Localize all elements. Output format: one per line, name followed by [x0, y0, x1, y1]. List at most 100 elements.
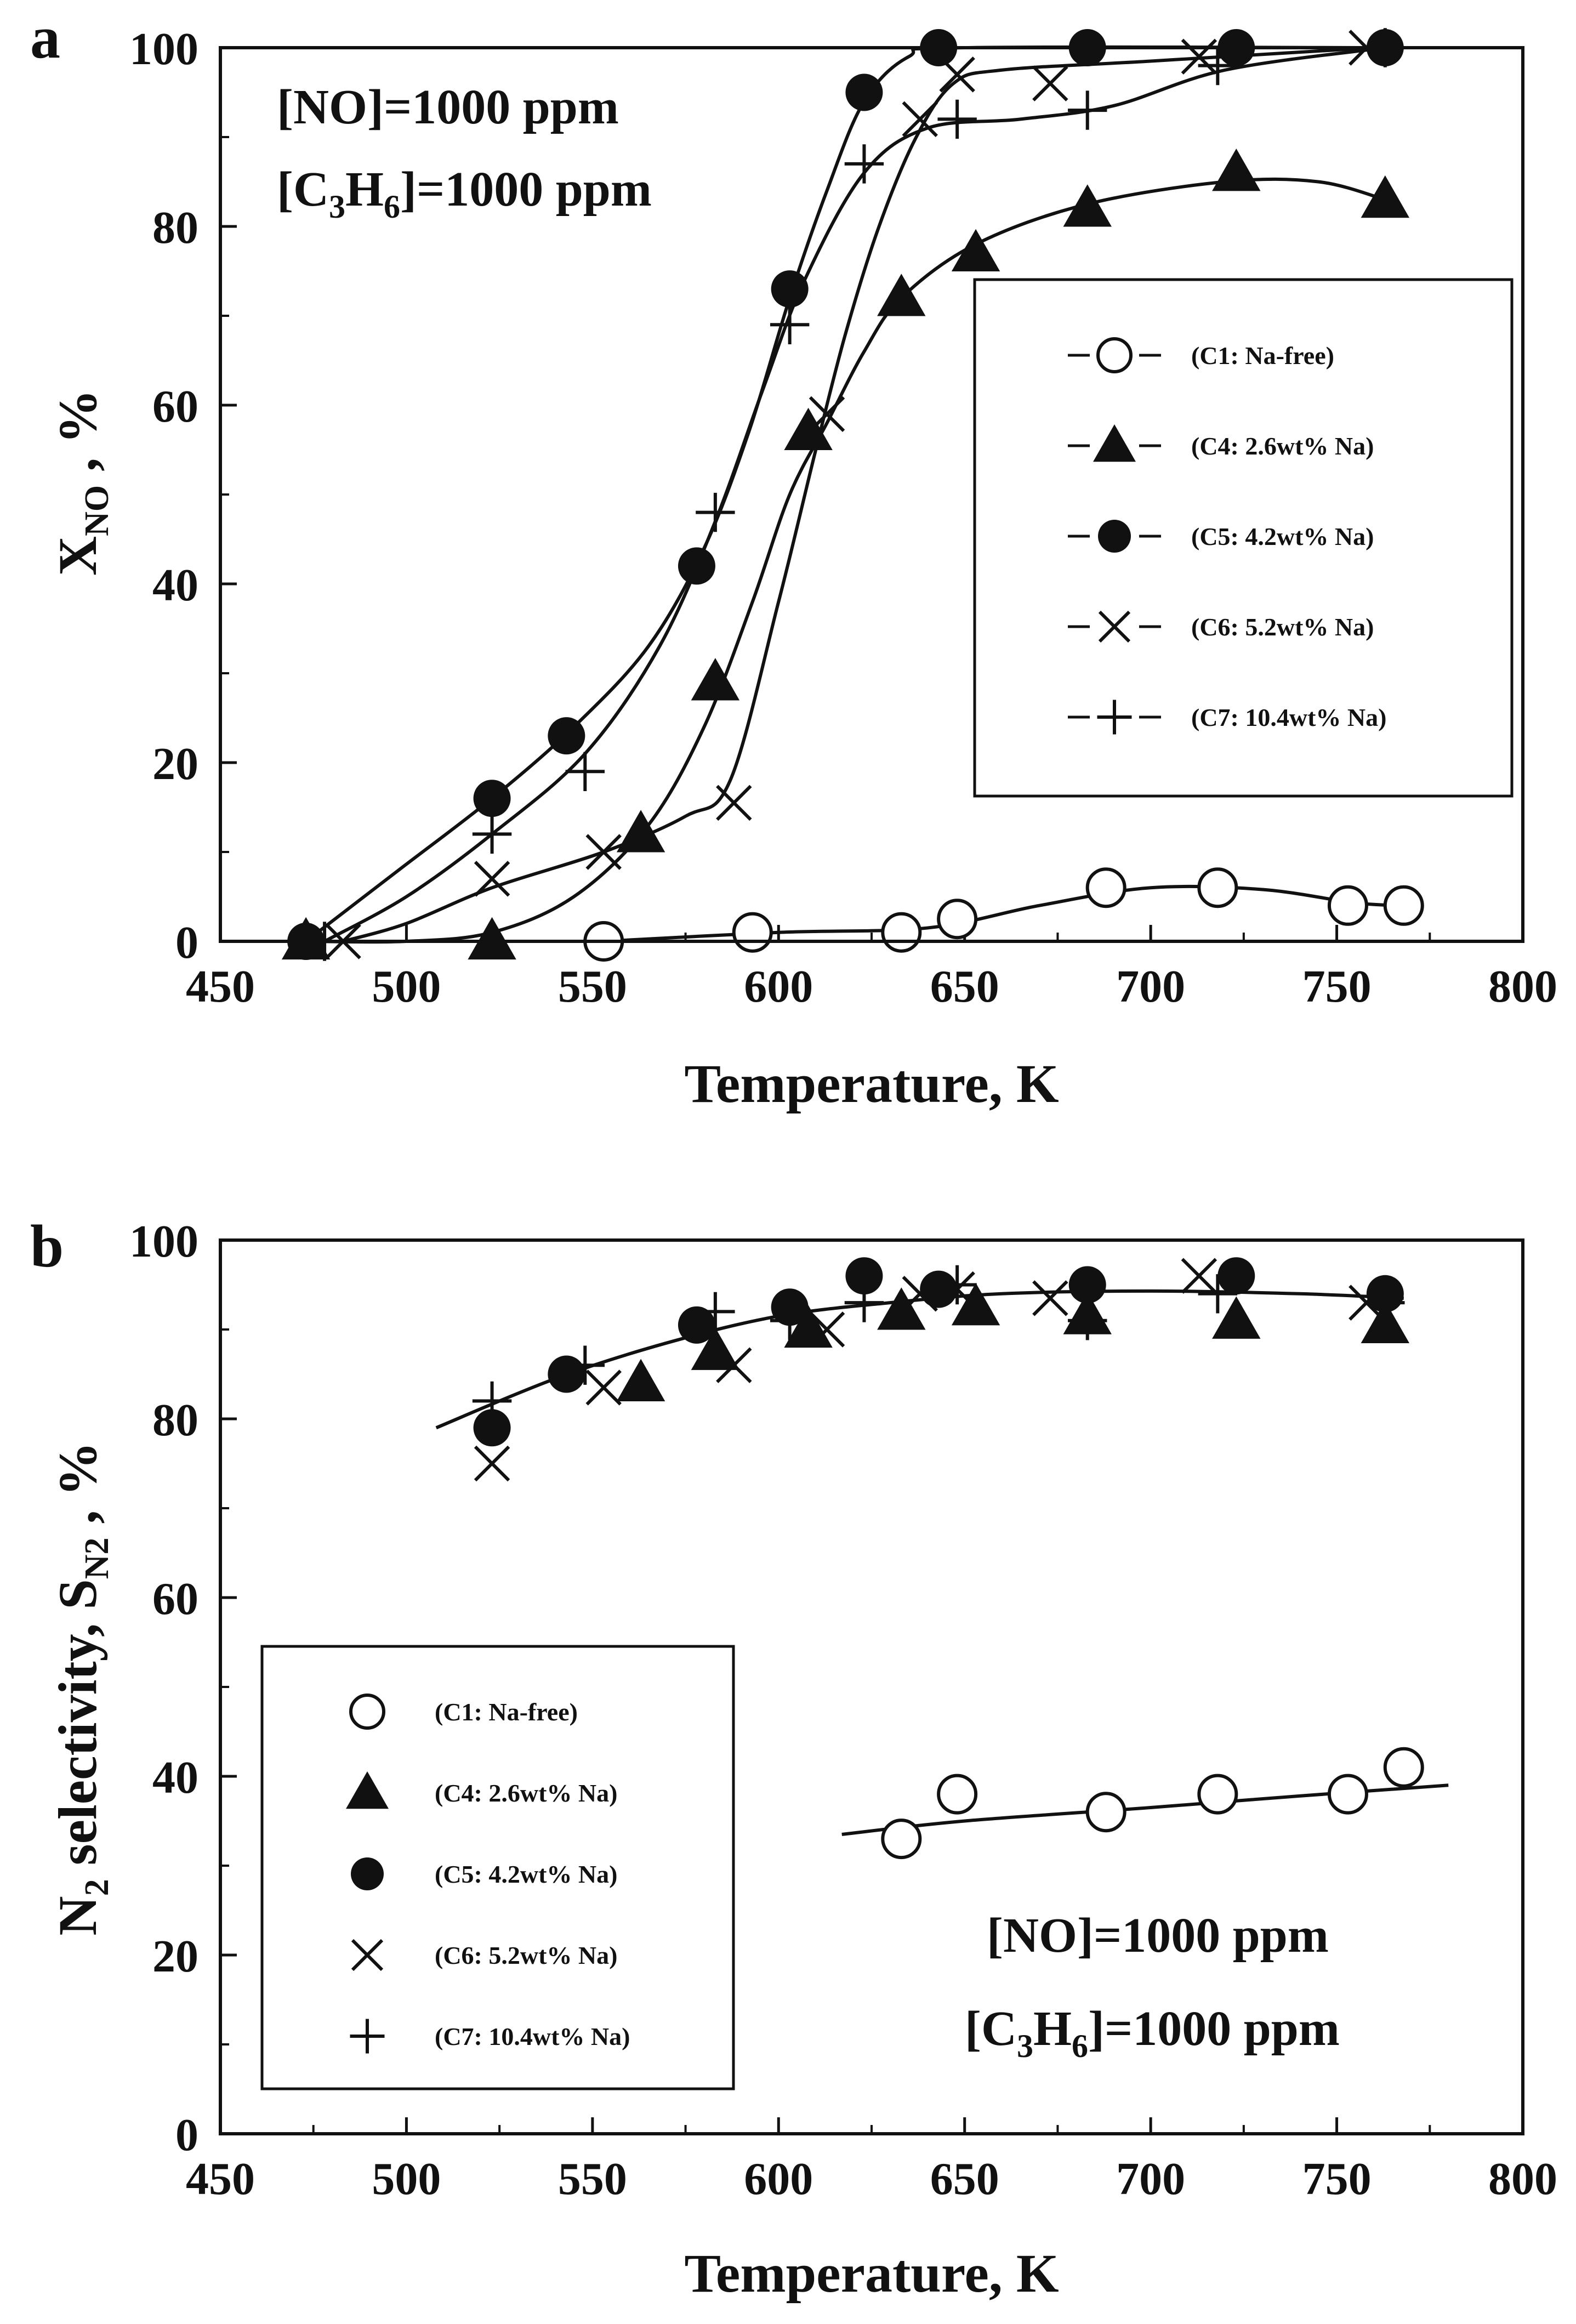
b-legend-marker-c6-5-2wt-na [351, 1939, 384, 1971]
a-curve-c4-2-6wt-na [306, 177, 1386, 944]
panel-b-marks [472, 1257, 1424, 1860]
b-point-c4-2-6wt-na [877, 1287, 926, 1330]
panel-a-y-tick-labels: 0 20 40 60 80 100 [129, 24, 198, 968]
a-x-tick-label-800: 800 [1488, 961, 1557, 1012]
a-point-c5-4-2wt-na [771, 270, 809, 308]
a-curve-c7-10-4wt-na [323, 46, 1386, 943]
panel-b-y-axis-label: N2 selectivity, SN2 , % [47, 1441, 116, 1935]
a-point-c6-5-2wt-na [716, 785, 752, 821]
a-point-c7-10-4wt-na [844, 144, 884, 184]
a-legend-label: (C5: 4.2wt% Na) [1191, 522, 1374, 550]
b-point-c1-na-free [1383, 1747, 1424, 1788]
panel-a-marks [281, 28, 1424, 962]
b-point-c7-10-4wt-na [937, 1265, 977, 1305]
b-point-c7-10-4wt-na [696, 1292, 735, 1332]
panel-b-y-tick-labels: 0 20 40 60 80 100 [129, 1216, 198, 2161]
b-point-c5-4-2wt-na [1068, 1266, 1106, 1304]
a-x-tick-label-750: 750 [1302, 961, 1372, 1012]
panel-b-plot-frame [219, 1238, 1524, 2135]
a-x-tick-label-650: 650 [930, 961, 999, 1012]
b-point-c7-10-4wt-na [1068, 1301, 1107, 1340]
a-y-tick-label-60: 60 [152, 381, 198, 432]
a-point-c4-2-6wt-na [1361, 175, 1410, 218]
panel-a-label: a [30, 4, 60, 71]
a-point-c5-4-2wt-na [845, 73, 883, 111]
a-x-tick-label-700: 700 [1116, 961, 1185, 1012]
a-curve-c1-na-free [604, 884, 1404, 943]
a-point-c1-na-free [1383, 885, 1424, 926]
b-point-c4-2-6wt-na [951, 1283, 1000, 1326]
b-legend-marker-c4-2-6wt-na [346, 1771, 389, 1809]
b-point-c4-2-6wt-na [1212, 1296, 1261, 1339]
a-x-tick-label-450: 450 [186, 961, 255, 1012]
b-point-c7-10-4wt-na [565, 1345, 605, 1385]
a-point-c5-4-2wt-na [678, 547, 715, 585]
a-legend-label: (C6: 5.2wt% Na) [1191, 613, 1374, 641]
b-point-c5-4-2wt-na [1217, 1257, 1255, 1295]
b-y-tick-label-0: 0 [175, 2110, 198, 2161]
b-point-c5-4-2wt-na [548, 1355, 585, 1393]
panel-a: a 450 500 550 600 650 700 750 800 020406080100 … [30, 4, 1557, 1114]
b-legend-label: (C1: Na-free) [435, 1698, 578, 1726]
a-point-c4-2-6wt-na [951, 229, 1000, 272]
b-point-c7-10-4wt-na [1366, 1283, 1405, 1322]
b-legend-label: (C6: 5.2wt% Na) [435, 1941, 617, 1969]
b-x-tick-label-650: 650 [930, 2153, 999, 2204]
b-legend-label: (C7: 10.4wt% Na) [435, 2022, 630, 2050]
a-point-c4-2-6wt-na [877, 274, 926, 316]
a-point-c4-2-6wt-na [691, 658, 740, 701]
b-legend-label: (C4: 2.6wt% Na) [435, 1779, 617, 1807]
b-point-c1-na-free [1197, 1774, 1238, 1815]
b-point-c5-4-2wt-na [473, 1409, 511, 1447]
b-y-tick-label-100: 100 [129, 1216, 198, 1267]
a-point-c7-10-4wt-na [696, 492, 735, 532]
a-legend-label: (C4: 2.6wt% Na) [1191, 432, 1374, 460]
b-x-tick-label-500: 500 [372, 2153, 441, 2204]
b-point-c6-5-2wt-na [1032, 1280, 1068, 1316]
a-x-tick-label-500: 500 [372, 961, 441, 1012]
b-point-c6-5-2wt-na [809, 1311, 845, 1348]
b-y-tick-label-20: 20 [152, 1931, 198, 1982]
b-point-c7-10-4wt-na [1198, 1274, 1238, 1314]
a-point-c7-10-4wt-na [937, 99, 977, 139]
a-legend-label: (C1: Na-free) [1191, 342, 1334, 370]
b-point-c7-10-4wt-na [844, 1283, 884, 1322]
b-y-tick-label-60: 60 [152, 1573, 198, 1624]
a-legend-item-c4-2-6wt-na: (C4: 2.6wt% Na) [1068, 424, 1374, 462]
a-legend-item-c6-5-2wt-na: (C6: 5.2wt% Na) [1068, 610, 1374, 643]
b-x-tick-label-600: 600 [744, 2153, 813, 2204]
a-point-c4-2-6wt-na [1063, 184, 1112, 227]
a-point-c6-5-2wt-na [1181, 38, 1217, 75]
a-legend-item-c7-10-4wt-na: (C7: 10.4wt% Na) [1068, 700, 1386, 735]
panel-a-x-axis-label: Temperature, K [684, 1053, 1059, 1114]
b-legend-item-c5-4-2wt-na: (C5: 4.2wt% Na) [351, 1857, 617, 1890]
a-y-tick-label-20: 20 [152, 738, 198, 789]
a-x-tick-label-550: 550 [558, 961, 627, 1012]
b-point-c1-na-free [1327, 1774, 1368, 1815]
b-legend-item-c6-5-2wt-na: (C6: 5.2wt% Na) [351, 1939, 617, 1971]
a-point-c7-10-4wt-na [472, 814, 512, 854]
a-point-c7-10-4wt-na [1198, 46, 1238, 86]
panel-b-condition-no: [NO]=1000 ppm [987, 1908, 1329, 1963]
a-legend-item-c1-na-free: (C1: Na-free) [1068, 337, 1334, 373]
panel-b-legend: (C1: Na-free) (C4: 2.6wt% Na) (C5: 4.2wt% … [346, 1694, 630, 2054]
a-point-c1-na-free [937, 899, 978, 940]
panel-b-x-axis-label: Temperature, K [684, 2243, 1059, 2304]
a-y-tick-label-40: 40 [152, 560, 198, 611]
panel-b-x-tick-labels: 450 500 550 600 650 700 750 800 [186, 2153, 1557, 2204]
b-fit-curve-1 [435, 1289, 1404, 1430]
a-y-tick-label-80: 80 [152, 202, 198, 253]
a-legend-marker-c6-5-2wt-na [1098, 610, 1131, 643]
a-point-c1-na-free [1327, 885, 1368, 926]
a-y-tick-label-0: 0 [175, 917, 198, 968]
a-point-c7-10-4wt-na [1068, 90, 1107, 130]
panel-a-condition-no: [NO]=1000 ppm [277, 80, 619, 134]
a-point-c5-4-2wt-na [548, 717, 585, 755]
panel-a-legend: (C1: Na-free) (C4: 2.6wt% Na) (C5: 4.2wt% … [1068, 337, 1386, 735]
a-point-c4-2-6wt-na [1212, 149, 1261, 191]
b-point-c6-5-2wt-na [902, 1276, 938, 1312]
a-x-tick-label-600: 600 [744, 961, 813, 1012]
b-point-c7-10-4wt-na [770, 1301, 810, 1340]
b-point-c4-2-6wt-na [616, 1359, 665, 1401]
a-legend-marker-c4-2-6wt-na [1093, 424, 1136, 462]
